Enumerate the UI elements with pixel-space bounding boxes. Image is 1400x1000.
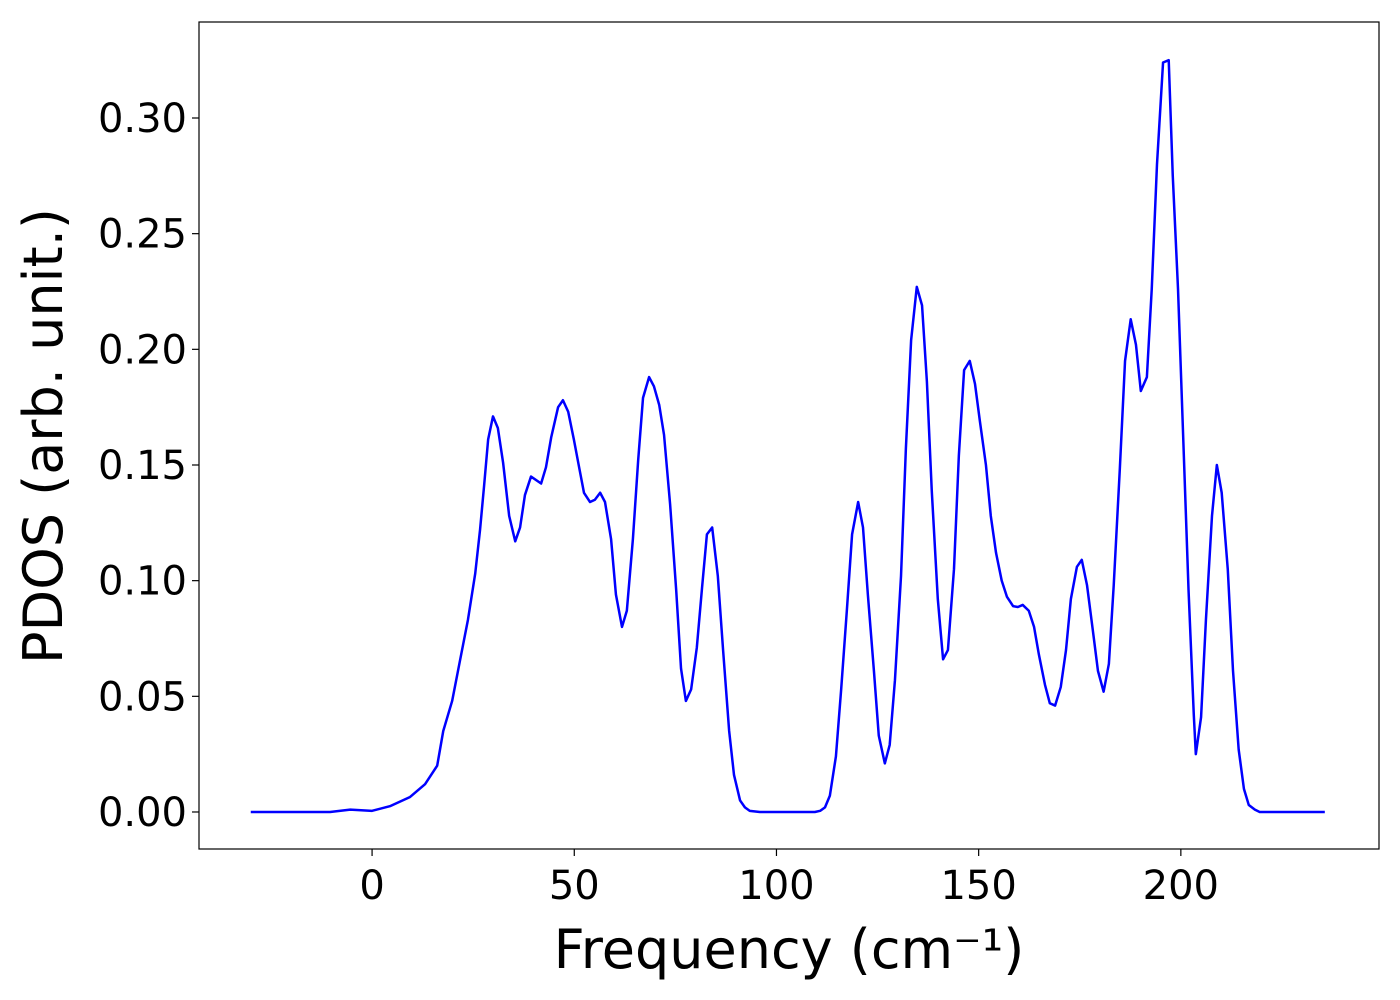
x-tick-label: 0	[359, 863, 384, 909]
y-tick-label: 0.00	[98, 790, 187, 836]
data-line	[250, 58, 1325, 814]
y-axis-label: PDOS (arb. unit.)	[12, 208, 75, 664]
x-axis-label: Frequency (cm⁻¹)	[554, 918, 1025, 981]
x-tick-label: 100	[738, 863, 814, 909]
x-tick-label: 200	[1143, 863, 1219, 909]
y-tick-label: 0.25	[98, 212, 187, 258]
x-tick-label: 150	[940, 863, 1016, 909]
y-tick-label: 0.05	[98, 674, 187, 720]
y-tick-label: 0.10	[98, 559, 187, 605]
y-tick-label: 0.20	[98, 327, 187, 373]
y-tick-label: 0.15	[98, 443, 187, 489]
plot-frame	[198, 21, 1380, 850]
y-tick-label: 0.30	[98, 96, 187, 142]
x-tick-label: 50	[549, 863, 600, 909]
